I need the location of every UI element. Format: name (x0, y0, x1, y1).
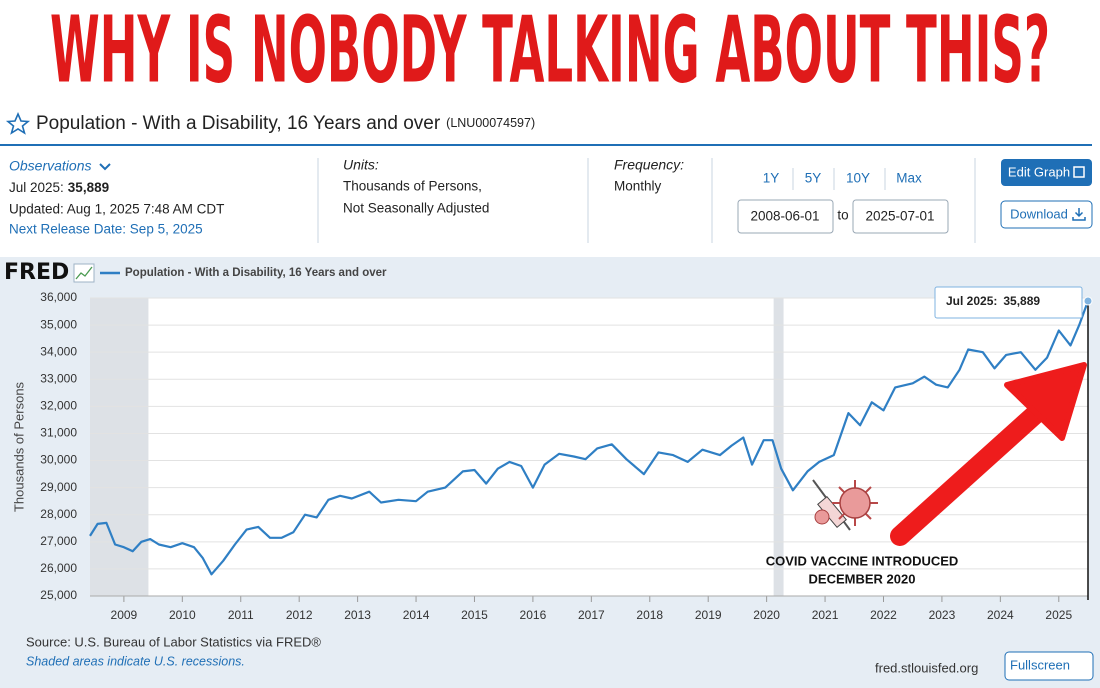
header-rule (0, 144, 1092, 146)
end-date: 2025-07-01 (865, 209, 934, 224)
range-button[interactable]: Max (896, 171, 922, 186)
latest-value: 35,889 (68, 180, 109, 195)
x-tick-label: 2019 (695, 608, 722, 622)
download-icon (1072, 208, 1086, 221)
fullscreen-label: Fullscreen (1010, 657, 1070, 672)
series-line (89, 300, 1090, 576)
y-tick-label: 36,000 (40, 290, 77, 304)
observations-label[interactable]: Observations (9, 158, 91, 174)
x-tick-label: 2016 (520, 608, 547, 622)
tooltip-value: 35,889 (1003, 294, 1040, 308)
x-tick-label: 2013 (344, 608, 371, 622)
start-date-input[interactable] (737, 199, 834, 234)
x-tick-label: 2015 (461, 608, 488, 622)
red-arrow-shaft (890, 400, 1050, 546)
x-tick-label: 2014 (403, 608, 430, 622)
tooltip-box (934, 286, 1083, 319)
x-tick-label: 2018 (636, 608, 663, 622)
x-tick-label: 2017 (578, 608, 605, 622)
x-tick-label: 2020 (753, 608, 780, 622)
range-button[interactable]: 1Y (763, 171, 780, 186)
series-title: Population - With a Disability, 16 Years… (36, 113, 535, 134)
download-label: Download (1010, 206, 1068, 221)
y-tick-label: 35,000 (40, 317, 77, 331)
end-date-input[interactable] (852, 199, 949, 234)
logo-icon-line (75, 266, 93, 280)
latest-date: Jul 2025: (9, 180, 64, 195)
units-line: Thousands of Persons, (343, 179, 482, 194)
headline: WHY IS NOBODY TALKING ABOUT THIS? (50, 0, 1050, 103)
favorite-star[interactable] (5, 111, 31, 135)
x-tick-label: 2023 (929, 608, 956, 622)
latest: Jul 2025: 35,889 (9, 180, 109, 195)
source: Source: U.S. Bureau of Labor Statistics … (26, 634, 321, 649)
fullscreen-button[interactable] (1004, 651, 1094, 681)
plot-area (90, 298, 1088, 596)
annotation: DECEMBER 2020 (809, 571, 916, 586)
y-tick-label: 34,000 (40, 344, 77, 358)
y-tick-label: 30,000 (40, 453, 77, 467)
edit-graph-button[interactable] (1001, 159, 1092, 186)
y-tick-label: 29,000 (40, 480, 77, 494)
y-tick-label: 25,000 (40, 588, 77, 602)
units-line: Not Seasonally Adjusted (343, 201, 489, 216)
x-tick-label: 2022 (870, 608, 897, 622)
next-release[interactable]: Next Release Date: Sep 5, 2025 (9, 222, 203, 237)
recession-shade (90, 298, 149, 596)
hover-point (1083, 296, 1093, 306)
y-tick-label: 32,000 (40, 399, 77, 413)
x-tick-label: 2025 (1045, 608, 1072, 622)
range-button[interactable]: 5Y (805, 171, 822, 186)
x-tick-label: 2012 (286, 608, 313, 622)
x-tick-label: 2021 (812, 608, 839, 622)
x-tick-label: 2010 (169, 608, 196, 622)
plot: 25,000 26,000 27,000 28,000 29,000 30,000 31,0… (40, 290, 1093, 622)
start-date: 2008-06-01 (750, 209, 819, 224)
edit-graph-label: Edit Graph (1008, 164, 1070, 179)
y-tick-label: 33,000 (40, 371, 77, 385)
x-tick-label: 2011 (228, 608, 254, 622)
updated: Updated: Aug 1, 2025 7:48 AM CDT (9, 202, 224, 217)
chevron[interactable] (99, 163, 111, 171)
units-label: Units: (343, 157, 379, 173)
series-id: (LNU00074597) (446, 116, 535, 130)
legend-label: Population - With a Disability, 16 Years… (125, 267, 387, 279)
site[interactable]: fred.stlouisfed.org (875, 660, 978, 675)
y-tick-label: 31,000 (40, 426, 77, 440)
recession-note: Shaded areas indicate U.S. recessions. (26, 654, 245, 668)
annotation: COVID VACCINE INTRODUCED (766, 553, 959, 568)
x-tick-label: 2024 (987, 608, 1014, 622)
separators (317, 158, 976, 243)
frequency-label: Frequency: (614, 157, 684, 173)
vaccine-icon (812, 479, 878, 531)
tooltip: Jul 2025: 35,889 (946, 294, 1040, 308)
y-tick-label: 27,000 (40, 534, 77, 548)
range-button[interactable]: 10Y (846, 171, 870, 186)
x-tick-label: 2009 (111, 608, 138, 622)
y-tick-label: 26,000 (40, 561, 77, 575)
tooltip-date: Jul 2025: (946, 294, 997, 308)
to: to (837, 208, 848, 223)
download-button[interactable] (1000, 200, 1093, 229)
edit-icon (1073, 166, 1085, 178)
title: Population - With a Disability, 16 Years… (36, 113, 441, 134)
frequency: Monthly (614, 179, 662, 194)
y-tick-label: 28,000 (40, 507, 77, 521)
red-arrow-head (1004, 362, 1087, 441)
y-axis-title: Thousands of Persons (11, 381, 26, 512)
logo-icon (73, 263, 95, 283)
fred-logo: FRED (4, 260, 69, 285)
recession-shade (773, 298, 784, 596)
